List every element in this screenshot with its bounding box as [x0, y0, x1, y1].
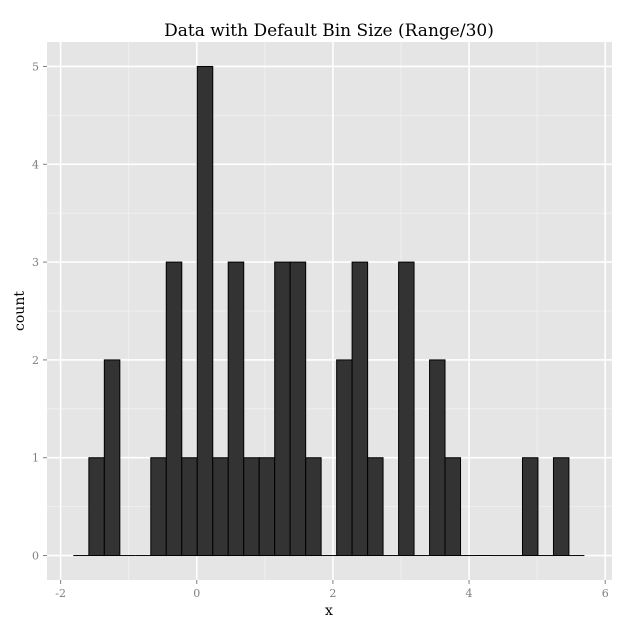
x-tick-label: 6: [602, 587, 609, 600]
histogram-bar: [150, 457, 167, 557]
y-tick-label: 3: [32, 256, 39, 269]
x-tick-label: 2: [329, 587, 336, 600]
histogram-bar: [227, 261, 245, 557]
histogram-bar: [398, 261, 415, 557]
histogram-bar: [351, 261, 369, 557]
y-axis-label: count: [12, 291, 28, 331]
y-tick-label: 0: [32, 550, 39, 563]
y-tick-label: 1: [32, 452, 39, 465]
y-tick-label: 5: [32, 60, 39, 73]
histogram-bar: [429, 359, 446, 557]
y-tick-label: 4: [32, 158, 39, 171]
y-tick-label: 2: [32, 354, 39, 367]
histogram-bar: [258, 457, 276, 557]
x-tick-label: -2: [55, 587, 66, 600]
histogram-bar: [552, 457, 570, 557]
histogram-bar: [336, 359, 353, 557]
histogram-bar: [274, 261, 291, 557]
x-tick-label: 0: [193, 587, 200, 600]
histogram-bar: [367, 457, 384, 557]
x-axis: -2 0 2 4 6: [55, 580, 609, 600]
x-axis-label: x: [325, 603, 333, 619]
histogram-bar: [212, 457, 229, 557]
histogram-bar: [196, 65, 214, 557]
histogram-bar: [165, 261, 183, 557]
plot-panel: [47, 42, 612, 580]
histogram-bar: [88, 457, 105, 557]
chart-title: Data with Default Bin Size (Range/30): [164, 21, 494, 41]
histogram-bar: [444, 457, 462, 557]
histogram-bar: [305, 457, 322, 557]
histogram-bar: [521, 457, 539, 557]
histogram-bar: [103, 359, 121, 557]
x-tick-label: 4: [466, 587, 473, 600]
y-axis: 0 1 2 3 4 5: [32, 60, 47, 563]
histogram-bar: [181, 457, 198, 557]
histogram-bar: [289, 261, 307, 557]
histogram-bar: [243, 457, 260, 557]
